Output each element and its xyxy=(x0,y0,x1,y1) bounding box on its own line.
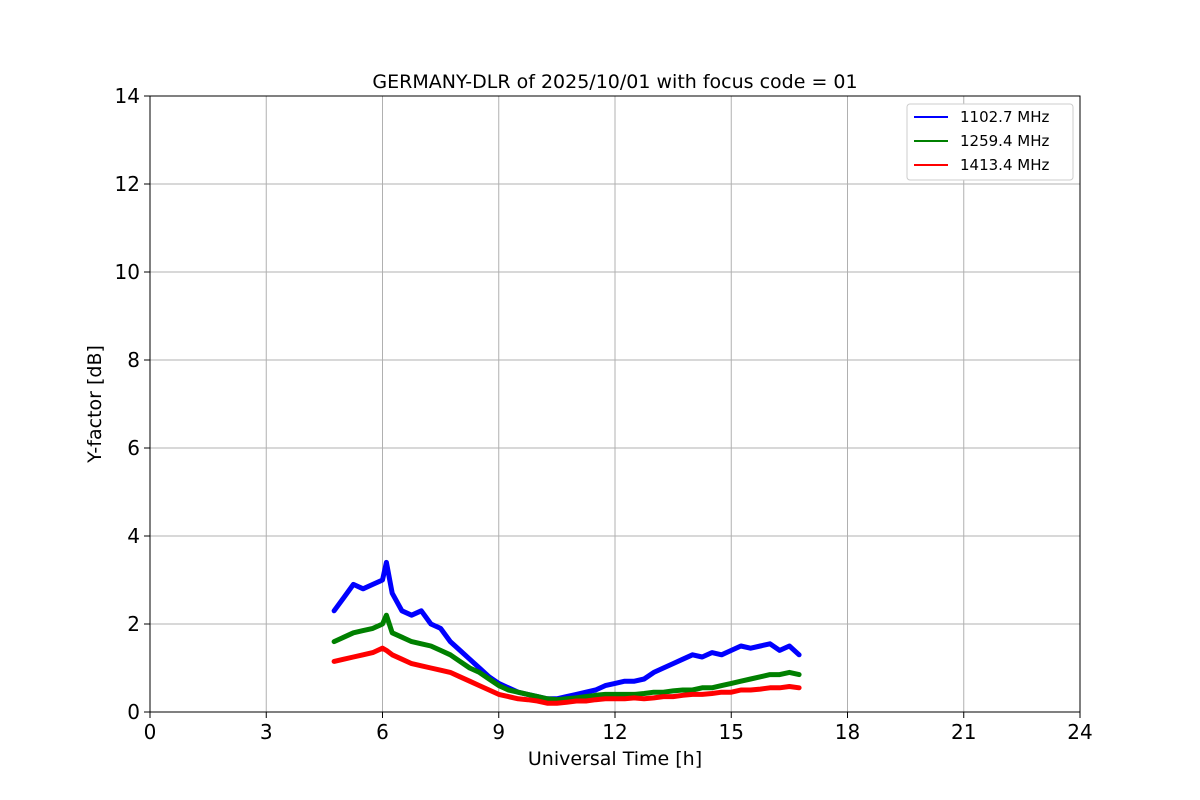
y-tick-label: 6 xyxy=(127,436,140,460)
legend-box xyxy=(906,103,1074,181)
y-axis-label: Y-factor [dB] xyxy=(84,345,106,464)
x-tick-label: 3 xyxy=(260,720,273,744)
x-tick-label: 9 xyxy=(492,720,505,744)
x-axis: 0 3 6 9 12 15 18 21 24 xyxy=(144,712,1093,744)
y-tick-label: 8 xyxy=(127,348,140,372)
legend: 1102.7 MHz 1259.4 MHz 1413.4 MHz xyxy=(906,103,1074,181)
series-line-1 xyxy=(331,612,802,703)
x-tick-label: 0 xyxy=(144,720,157,744)
y-tick-label: 14 xyxy=(115,84,140,108)
x-tick-label: 15 xyxy=(719,720,744,744)
y-axis: 0 2 4 6 8 10 12 14 xyxy=(115,84,150,724)
x-axis-label: Universal Time [h] xyxy=(528,748,702,770)
y-tick-label: 0 xyxy=(127,700,140,724)
legend-label: 1413.4 MHz xyxy=(960,156,1049,174)
x-tick-label: 6 xyxy=(376,720,389,744)
x-tick-label: 24 xyxy=(1067,720,1092,744)
legend-label: 1102.7 MHz xyxy=(960,108,1049,126)
legend-label: 1259.4 MHz xyxy=(960,132,1049,150)
x-tick-label: 12 xyxy=(602,720,627,744)
series-line-2 xyxy=(331,645,802,706)
x-tick-label: 18 xyxy=(835,720,860,744)
series-layer xyxy=(331,559,802,706)
chart-title: GERMANY-DLR of 2025/10/01 with focus cod… xyxy=(372,71,857,93)
x-tick-label: 21 xyxy=(951,720,976,744)
y-tick-label: 2 xyxy=(127,612,140,636)
y-tick-label: 12 xyxy=(115,172,140,196)
y-tick-label: 10 xyxy=(115,260,140,284)
y-tick-label: 4 xyxy=(127,524,140,548)
